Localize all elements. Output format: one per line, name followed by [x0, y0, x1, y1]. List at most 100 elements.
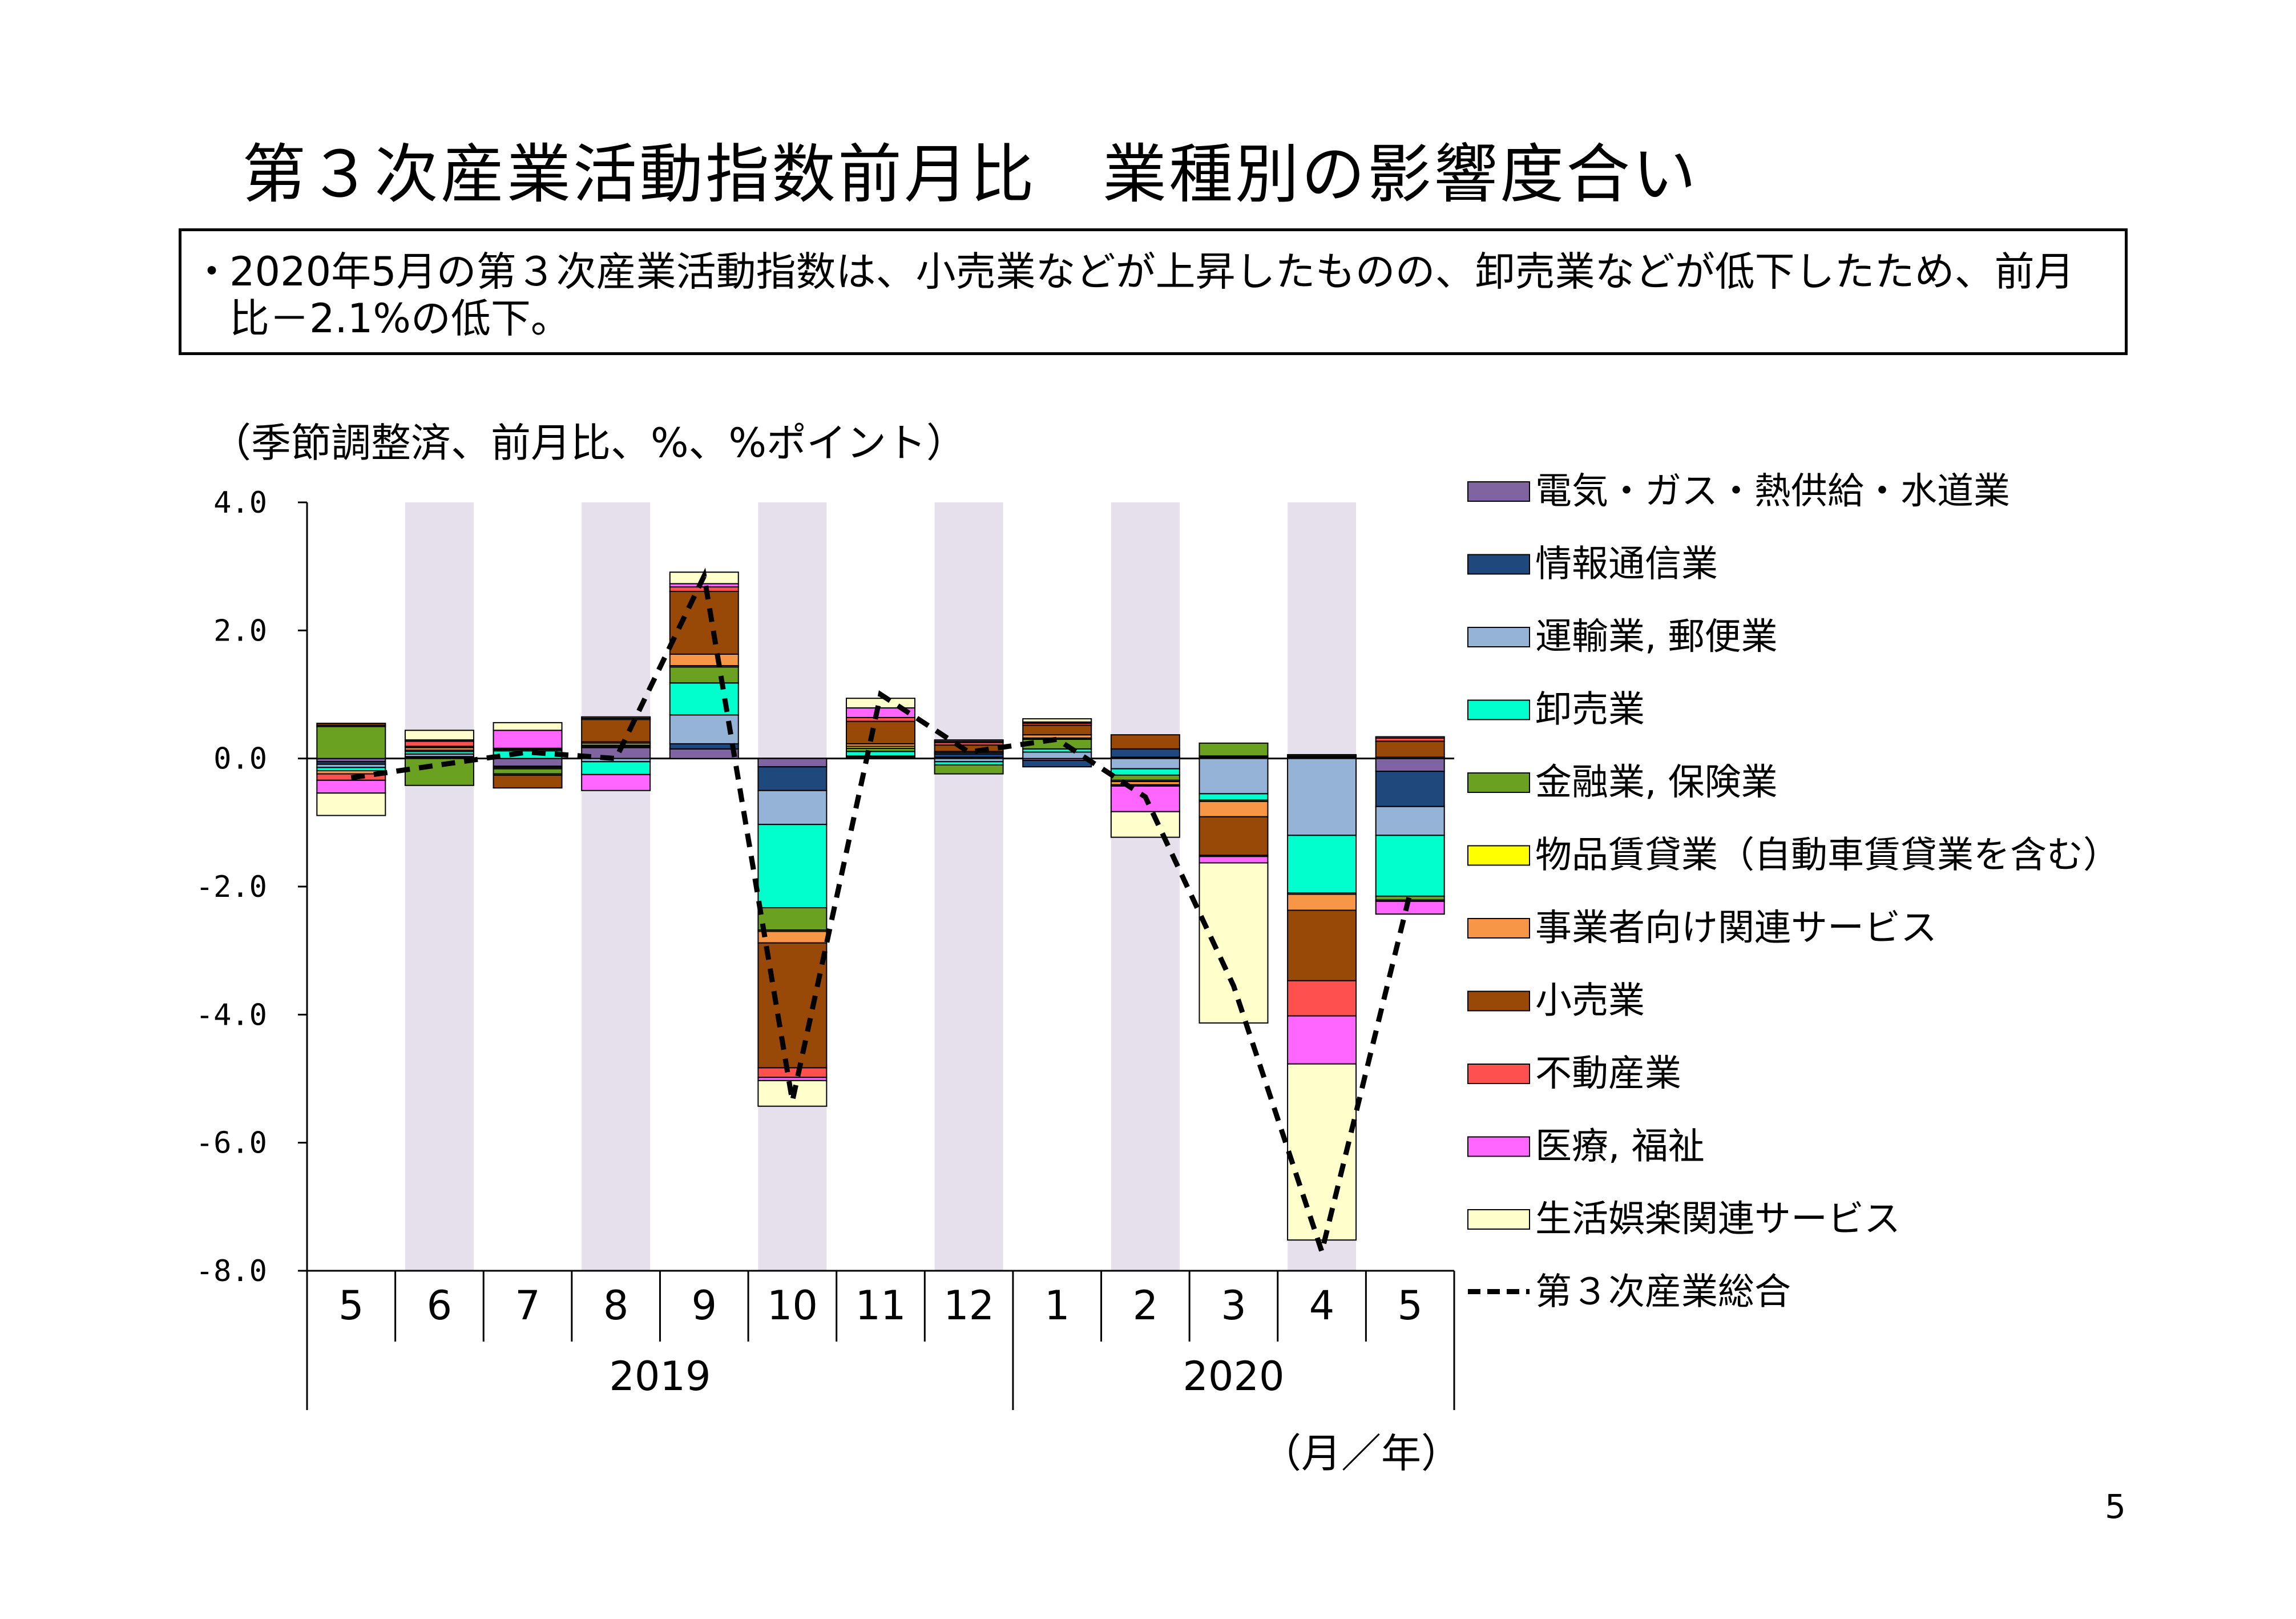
legend-swatch-9 — [1467, 1136, 1530, 1157]
bar-segment-s7-c8 — [1022, 724, 1092, 736]
bar-segment-s1-c5 — [757, 766, 828, 791]
total-line — [350, 567, 1413, 1261]
page-title: 第３次産業活動指数前月比 業種別の影響度合い — [242, 138, 1698, 212]
x-tick-label-8: 1 — [1044, 1282, 1070, 1329]
legend-label-1: 情報通信業 — [1535, 543, 1718, 586]
shade-band-3 — [582, 502, 651, 1271]
bar-segment-s9-c10 — [1199, 856, 1269, 864]
bar-segment-s4-c0 — [316, 726, 386, 759]
bar-segment-s10-c1 — [404, 730, 474, 741]
x-tick-label-6: 11 — [855, 1282, 906, 1329]
bar-segment-s2-c10 — [1199, 758, 1269, 795]
legend-swatch-7 — [1467, 990, 1530, 1012]
legend-swatch-10 — [1467, 1209, 1530, 1230]
x-axis-note: （月／年） — [1261, 1430, 1461, 1477]
x-tick-label-7: 12 — [943, 1282, 994, 1329]
bar-segment-s6-c10 — [1199, 800, 1269, 817]
legend-label-2: 運輸業, 郵便業 — [1535, 616, 1778, 658]
bar-segment-s0-c4 — [669, 748, 739, 759]
summary-box: ・ 2020年5月の第３次産業活動指数は、小売業などが上昇したものの、卸売業など… — [179, 228, 2128, 355]
x-tick-label-2: 7 — [515, 1282, 540, 1329]
bar-segment-s10-c2 — [493, 722, 563, 731]
bar-segment-s3-c3 — [581, 761, 651, 775]
bar-segment-s1-c12 — [1375, 771, 1445, 807]
legend-swatch-3 — [1467, 699, 1530, 720]
page-number: 5 — [2105, 1487, 2126, 1526]
y-tick-label-6: -8.0 — [196, 1254, 267, 1288]
legend-label-8: 不動産業 — [1535, 1053, 1681, 1095]
bar-segment-s2-c11 — [1287, 758, 1357, 836]
bar-segment-s3-c9 — [1110, 768, 1180, 776]
bar-segment-s3-c5 — [757, 824, 828, 909]
bar-segment-s9-c2 — [493, 730, 563, 749]
x-tick-label-1: 6 — [427, 1282, 453, 1329]
y-tick-label-5: -6.0 — [196, 1126, 267, 1161]
bar-segment-s7-c6 — [846, 720, 915, 744]
bar-segment-s3-c11 — [1287, 835, 1357, 894]
bar-segment-s4-c7 — [934, 764, 1004, 775]
x-tick-label-10: 3 — [1221, 1282, 1246, 1329]
bar-segment-s1-c9 — [1110, 748, 1180, 758]
year-label-1: 2020 — [1183, 1353, 1284, 1400]
summary-bullet: ・ — [192, 248, 232, 295]
x-tick-label-11: 4 — [1309, 1282, 1335, 1329]
bar-segment-s8-c5 — [757, 1067, 828, 1078]
legend-label-6: 事業者向け関連サービス — [1535, 907, 1937, 949]
y-tick-label-0: 4.0 — [213, 486, 267, 520]
bar-segment-s0-c5 — [757, 758, 828, 768]
bar-segment-s10-c12 — [1375, 736, 1445, 739]
legend-label-9: 医療, 福祉 — [1535, 1126, 1705, 1168]
bar-segment-s7-c11 — [1287, 909, 1357, 981]
bar-segment-s6-c11 — [1287, 893, 1357, 911]
y-tick-label-2: 0.0 — [213, 742, 267, 776]
bar-segment-s9-c3 — [581, 774, 651, 791]
x-tick-label-9: 2 — [1133, 1282, 1159, 1329]
bar-segment-s9-c0 — [316, 779, 386, 794]
bar-segment-s10-c7 — [934, 739, 1004, 742]
bar-segment-s1-c4 — [669, 743, 739, 750]
bar-segment-s1-c8 — [1022, 760, 1092, 768]
legend-label-3: 卸売業 — [1535, 689, 1645, 731]
bar-segment-s10-c0 — [316, 792, 386, 816]
bar-segment-s8-c1 — [404, 740, 474, 747]
legend-label-10: 生活娯楽関連サービス — [1535, 1198, 1900, 1241]
bar-segment-s4-c5 — [757, 907, 828, 931]
bar-segment-s3-c2 — [493, 750, 563, 759]
bar-segment-s7-c0 — [316, 722, 386, 726]
legend-label-7: 小売業 — [1535, 980, 1645, 1022]
x-tick-label-0: 5 — [338, 1282, 364, 1329]
bar-segment-s10-c6 — [846, 698, 915, 709]
legend-swatch-0 — [1467, 481, 1530, 502]
bar-segment-s4-c1 — [404, 758, 474, 786]
bar-segment-s7-c7 — [934, 744, 1004, 752]
bar-segment-s2-c12 — [1375, 806, 1445, 836]
bar-segment-s4-c2 — [493, 768, 563, 775]
bar-segment-s4-c4 — [669, 666, 739, 684]
bar-segment-s7-c3 — [581, 719, 651, 743]
legend-swatch-1 — [1467, 554, 1530, 575]
legend-swatch-2 — [1467, 627, 1530, 647]
bar-segment-s7-c10 — [1199, 816, 1269, 856]
bar-segment-s3-c12 — [1375, 835, 1445, 897]
year-label-0: 2019 — [609, 1353, 711, 1400]
shade-band-9 — [1111, 502, 1180, 1271]
y-tick-label-3: -2.0 — [196, 870, 267, 904]
legend-swatch-8 — [1467, 1064, 1530, 1084]
legend-swatch-4 — [1467, 772, 1530, 793]
bar-segment-s4-c10 — [1199, 742, 1269, 757]
legend-label-5: 物品賃貸業（自動車賃貸業を含む） — [1535, 835, 2120, 877]
legend-swatch-6 — [1467, 918, 1530, 939]
bar-segment-s10-c10 — [1199, 862, 1269, 1024]
bar-segment-s6-c5 — [757, 931, 828, 944]
x-tick-label-5: 10 — [767, 1282, 818, 1329]
bar-segment-s4-c9 — [1110, 774, 1180, 781]
legend-label-4: 金融業, 保険業 — [1535, 762, 1778, 804]
shade-band-7 — [934, 502, 1003, 1271]
shade-band-1 — [405, 502, 474, 1271]
bar-segment-s7-c9 — [1110, 734, 1180, 750]
y-tick-label-4: -4.0 — [196, 998, 267, 1032]
bar-segment-s10-c3 — [581, 716, 651, 719]
x-tick-label-3: 8 — [603, 1282, 629, 1329]
bar-segment-s2-c8 — [1022, 751, 1092, 759]
bar-segment-s3-c6 — [846, 751, 915, 757]
